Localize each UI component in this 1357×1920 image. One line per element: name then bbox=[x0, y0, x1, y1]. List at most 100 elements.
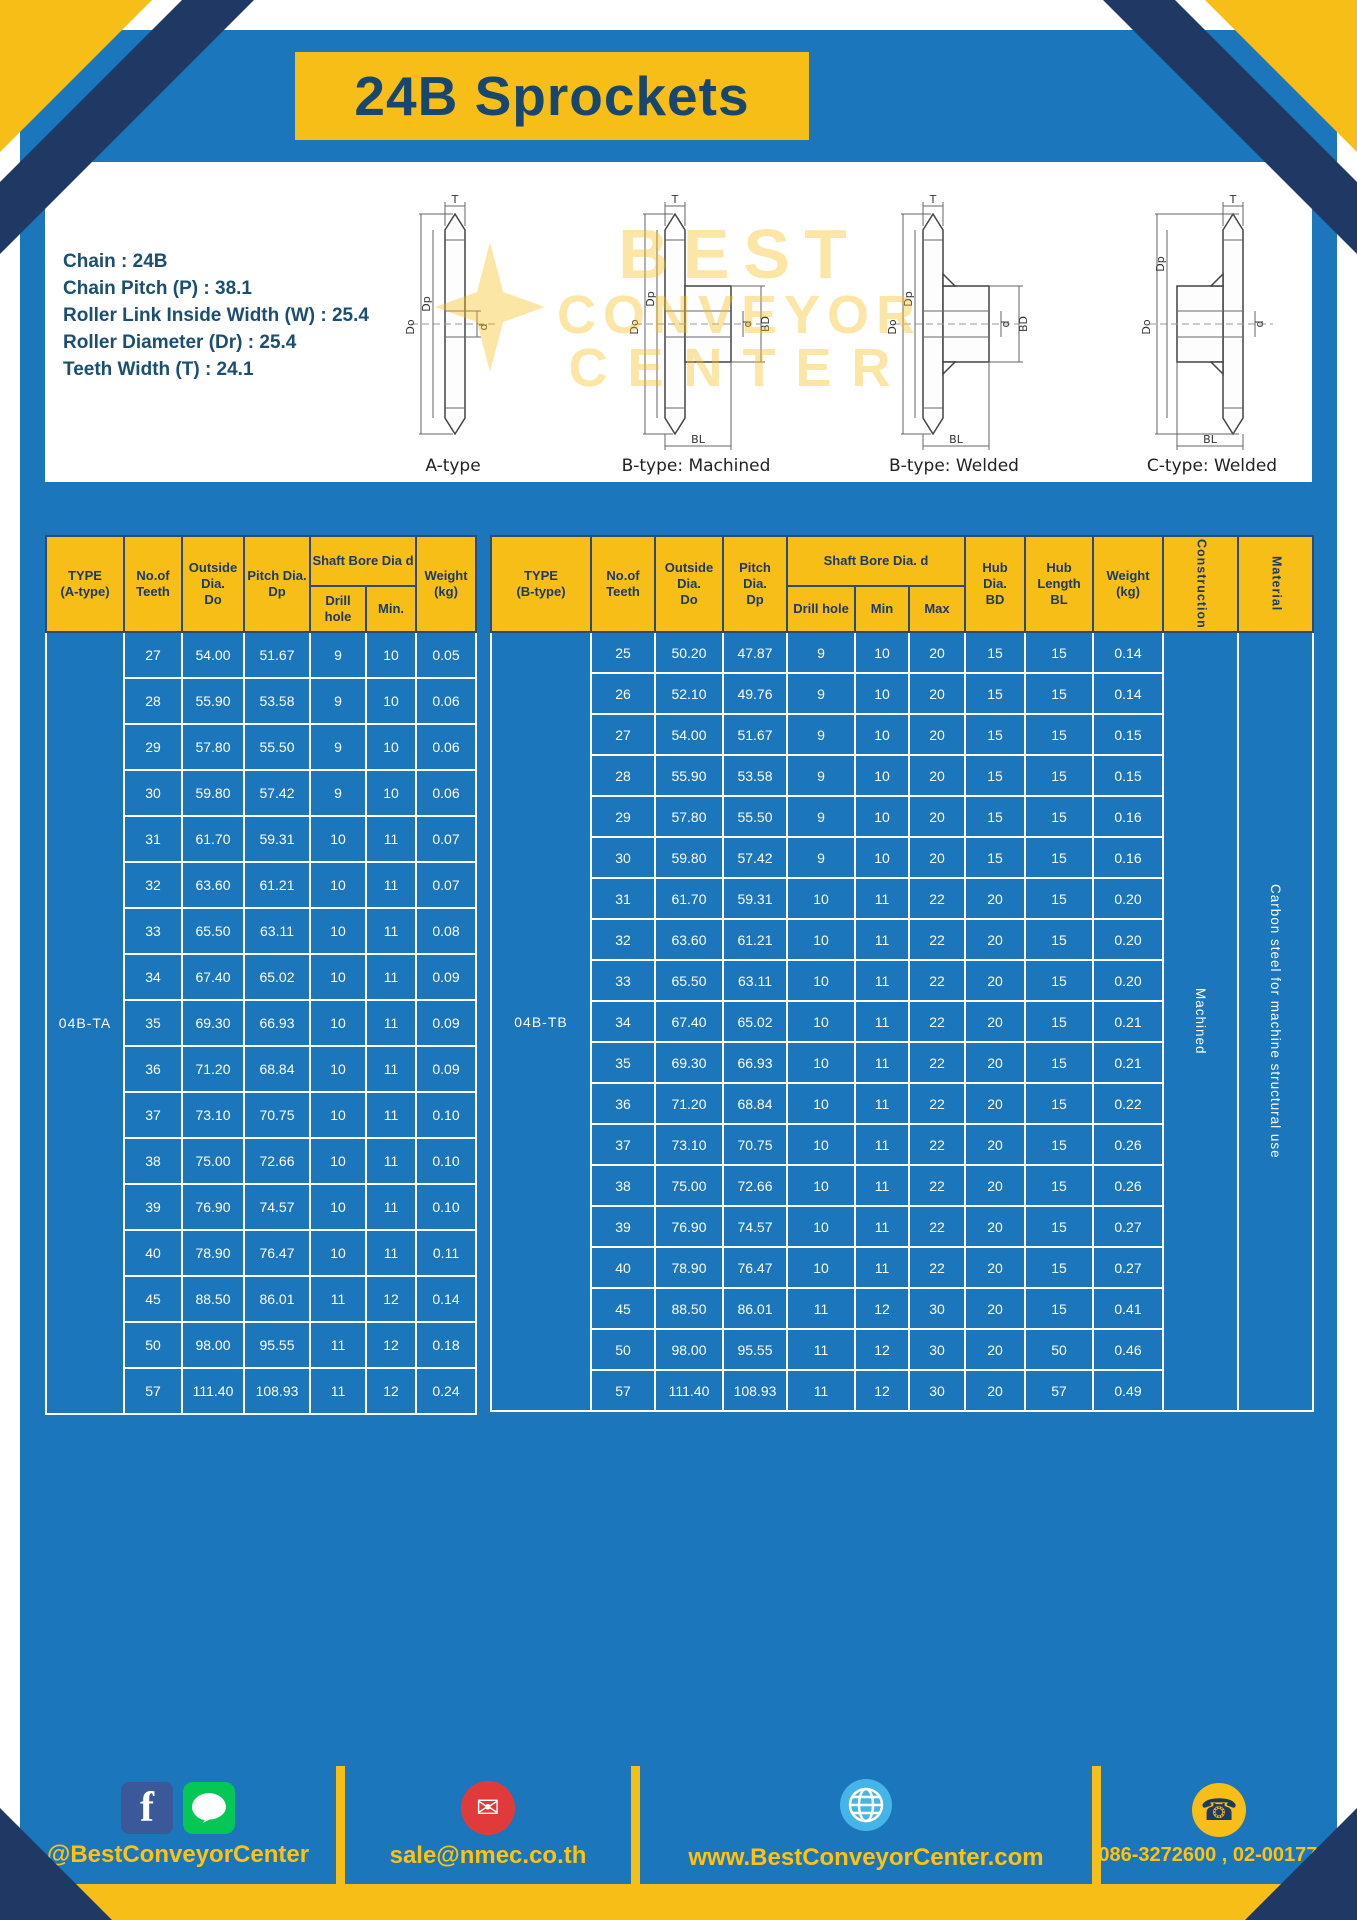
table-cell: 20 bbox=[964, 1328, 1026, 1371]
dim-dp-label: Dp bbox=[902, 291, 915, 306]
spec-line-chain: Chain : 24B bbox=[63, 251, 168, 272]
table-cell: 88.50 bbox=[654, 1287, 724, 1330]
table-cell: 10 bbox=[854, 754, 910, 797]
table-cell: 11 bbox=[365, 953, 417, 1001]
footer-divider bbox=[1092, 1766, 1101, 1884]
diagram-b-machined: T Do Dp d BD bbox=[611, 194, 781, 476]
table-cell: 10 bbox=[309, 999, 367, 1047]
table-cell: 76.47 bbox=[243, 1229, 311, 1277]
table-cell: 65.02 bbox=[243, 953, 311, 1001]
table-cell: 34 bbox=[123, 953, 183, 1001]
table-cell: 27 bbox=[590, 713, 656, 756]
table-cell: 0.06 bbox=[415, 769, 477, 817]
table-cell: 20 bbox=[964, 918, 1026, 961]
table-cell: 57 bbox=[1024, 1369, 1094, 1412]
table-cell: 9 bbox=[786, 713, 856, 756]
table-cell: 15 bbox=[964, 754, 1026, 797]
column-header: TYPE (A-type) bbox=[45, 535, 125, 633]
table-cell: 0.14 bbox=[415, 1275, 477, 1323]
table-cell: 12 bbox=[854, 1328, 910, 1371]
table-cell: 10 bbox=[309, 815, 367, 863]
table-cell: 29 bbox=[123, 723, 183, 771]
table-row: 38 75.00 72.66 10 11 22 20 15 0.26 bbox=[491, 1164, 1313, 1207]
table-row: 28 55.90 53.58 9 10 0.06 bbox=[46, 677, 477, 725]
footer-section-phone: ☎ 086-3272600 , 02-0017766 bbox=[1098, 1766, 1340, 1884]
spec-line-teeth-width: Teeth Width (T) : 24.1 bbox=[63, 359, 254, 380]
table-row: 26 52.10 49.76 9 10 20 15 15 0.14 bbox=[491, 672, 1313, 715]
table-cell: 11 bbox=[854, 918, 910, 961]
table-cell: 0.16 bbox=[1092, 836, 1164, 879]
table-cell: 57.80 bbox=[181, 723, 245, 771]
table-cell: 35 bbox=[123, 999, 183, 1047]
dim-d-label: d bbox=[741, 321, 754, 328]
table-cell: 61.70 bbox=[654, 877, 724, 920]
table-cell: 11 bbox=[854, 959, 910, 1002]
table-row: 32 63.60 61.21 10 11 0.07 bbox=[46, 861, 477, 909]
table-cell: 12 bbox=[854, 1287, 910, 1330]
table-cell: 78.90 bbox=[654, 1246, 724, 1289]
table-cell: 78.90 bbox=[181, 1229, 245, 1277]
line-icon bbox=[183, 1781, 235, 1834]
table-cell: 20 bbox=[964, 1369, 1026, 1412]
table-cell: 20 bbox=[964, 1082, 1026, 1125]
table-cell: 50 bbox=[590, 1328, 656, 1371]
table-cell: 69.30 bbox=[654, 1041, 724, 1084]
table-row: 34 67.40 65.02 10 11 0.09 bbox=[46, 953, 477, 1001]
table-cell: 108.93 bbox=[722, 1369, 788, 1412]
table-cell: 9 bbox=[309, 677, 367, 725]
table-cell: 15 bbox=[1024, 1123, 1094, 1166]
table-cell: 0.21 bbox=[1092, 1000, 1164, 1043]
table-cell: 11 bbox=[786, 1287, 856, 1330]
table-cell: 73.10 bbox=[654, 1123, 724, 1166]
table-cell: 9 bbox=[786, 836, 856, 879]
column-header: Hub Dia. BD bbox=[964, 535, 1026, 633]
table-cell: 15 bbox=[1024, 1205, 1094, 1248]
table-row: 35 69.30 66.93 10 11 22 20 15 0.21 bbox=[491, 1041, 1313, 1084]
table-cell: 22 bbox=[908, 1164, 966, 1207]
table-cell: 22 bbox=[908, 959, 966, 1002]
table-cell: 0.14 bbox=[1092, 631, 1164, 674]
table-cell: 0.15 bbox=[1092, 713, 1164, 756]
table-cell: 20 bbox=[964, 1041, 1026, 1084]
table-cell: 0.27 bbox=[1092, 1246, 1164, 1289]
table-cell: 0.26 bbox=[1092, 1123, 1164, 1166]
table-cell: 37 bbox=[590, 1123, 656, 1166]
table-cell: 0.20 bbox=[1092, 959, 1164, 1002]
table-cell: 10 bbox=[365, 677, 417, 725]
table-cell: 11 bbox=[309, 1367, 367, 1415]
table-cell: 0.09 bbox=[415, 953, 477, 1001]
table-row: 32 63.60 61.21 10 11 22 20 15 0.20 bbox=[491, 918, 1313, 961]
table-cell: 22 bbox=[908, 1041, 966, 1084]
table-cell: 0.41 bbox=[1092, 1287, 1164, 1330]
table-cell: 66.93 bbox=[243, 999, 311, 1047]
table-cell: 67.40 bbox=[654, 1000, 724, 1043]
sprocket-section-b-welded: T Do Dp d BD bbox=[886, 194, 1030, 450]
table-cell: 73.10 bbox=[181, 1091, 245, 1139]
table-cell: 61.21 bbox=[722, 918, 788, 961]
table-cell: 0.20 bbox=[1092, 918, 1164, 961]
table-cell: 9 bbox=[786, 754, 856, 797]
column-header: Pitch Dia. Dp bbox=[243, 535, 311, 633]
table-cell: 0.10 bbox=[415, 1091, 477, 1139]
column-header: Min. bbox=[365, 585, 417, 633]
table-row: 04B-TA 27 54.00 51.67 9 10 0.05 bbox=[45, 631, 477, 1415]
table-cell: 10 bbox=[786, 877, 856, 920]
diagram-a-type: T Do Dp d A-type bbox=[383, 194, 523, 476]
diagram-c-welded: T Do Dp d BL bbox=[1127, 194, 1297, 476]
dim-dp-label: Dp bbox=[644, 291, 657, 306]
table-cell: 9 bbox=[786, 672, 856, 715]
table-cell: 0.10 bbox=[415, 1137, 477, 1185]
table-cell: 55.50 bbox=[722, 795, 788, 838]
table-cell: 72.66 bbox=[243, 1137, 311, 1185]
table-cell: 27 bbox=[123, 631, 183, 679]
table-cell: 15 bbox=[1024, 1287, 1094, 1330]
table-cell: 63.11 bbox=[243, 907, 311, 955]
dim-bd-label: BD bbox=[759, 316, 772, 332]
table-cell: 12 bbox=[365, 1275, 417, 1323]
table-row: 35 69.30 66.93 10 11 0.09 bbox=[46, 999, 477, 1047]
table-row: 29 57.80 55.50 9 10 0.06 bbox=[46, 723, 477, 771]
table-cell: 0.16 bbox=[1092, 795, 1164, 838]
table-cell: 30 bbox=[908, 1328, 966, 1371]
table-cell: 53.58 bbox=[722, 754, 788, 797]
email-icon: ✉ bbox=[461, 1780, 515, 1835]
